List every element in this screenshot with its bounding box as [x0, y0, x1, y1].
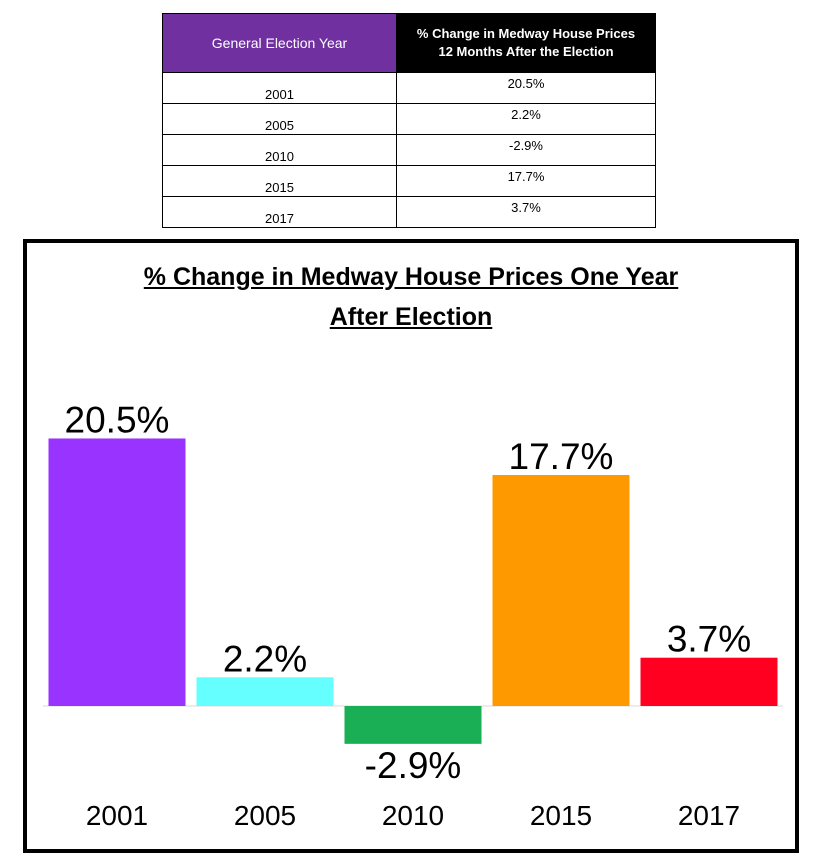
data-label-2015: 17.7%: [509, 436, 614, 477]
change-cell: 3.7%: [396, 196, 656, 228]
data-label-2017: 3.7%: [667, 619, 751, 660]
table-row: 2015 17.7%: [162, 165, 656, 197]
x-tick-label-2005: 2005: [234, 800, 296, 831]
header-price-change: % Change in Medway House Prices 12 Month…: [396, 13, 656, 73]
table-row: 2017 3.7%: [162, 196, 656, 228]
header-price-change-line-2: 12 Months After the Election: [438, 44, 614, 59]
year-cell: 2010: [162, 134, 397, 166]
bar-2001: [48, 438, 186, 706]
bar-2017: [640, 657, 778, 706]
table-row: 2001 20.5%: [162, 72, 656, 104]
data-label-2005: 2.2%: [223, 638, 307, 679]
chart-title: % Change in Medway House Prices One Year…: [27, 257, 795, 337]
chart-title-line-2: After Election: [329, 303, 493, 331]
change-cell: -2.9%: [396, 134, 656, 166]
change-cell: 2.2%: [396, 103, 656, 135]
x-tick-label-2010: 2010: [382, 800, 444, 831]
header-price-change-line-1: % Change in Medway House Prices: [416, 26, 636, 41]
x-tick-label-2001: 2001: [86, 800, 148, 831]
x-tick-label-2017: 2017: [678, 800, 740, 831]
bar-chart: 20.5% 2001 2.2% 2005 -2.9% 2010 17.7% 2015 3.7% 2…: [43, 399, 783, 831]
chart-title-line-1: % Change in Medway House Prices One Year: [143, 263, 679, 291]
chart-frame: % Change in Medway House Prices One Year…: [23, 239, 799, 853]
election-table: General Election Year % Change in Medway…: [162, 13, 656, 228]
header-election-year: General Election Year: [162, 13, 397, 73]
table-row: 2005 2.2%: [162, 103, 656, 135]
bar-2005: [196, 677, 334, 706]
change-cell: 20.5%: [396, 72, 656, 104]
x-tick-label-2015: 2015: [530, 800, 592, 831]
change-cell: 17.7%: [396, 165, 656, 197]
table-row: 2010 -2.9%: [162, 134, 656, 166]
year-cell: 2005: [162, 103, 397, 135]
year-cell: 2001: [162, 72, 397, 104]
bar-2015: [492, 475, 630, 706]
data-label-2010: -2.9%: [365, 745, 462, 786]
bar-2010: [344, 706, 482, 744]
table-header-row: General Election Year % Change in Medway…: [162, 13, 656, 73]
year-cell: 2017: [162, 196, 397, 228]
data-label-2001: 20.5%: [65, 399, 170, 440]
year-cell: 2015: [162, 165, 397, 197]
